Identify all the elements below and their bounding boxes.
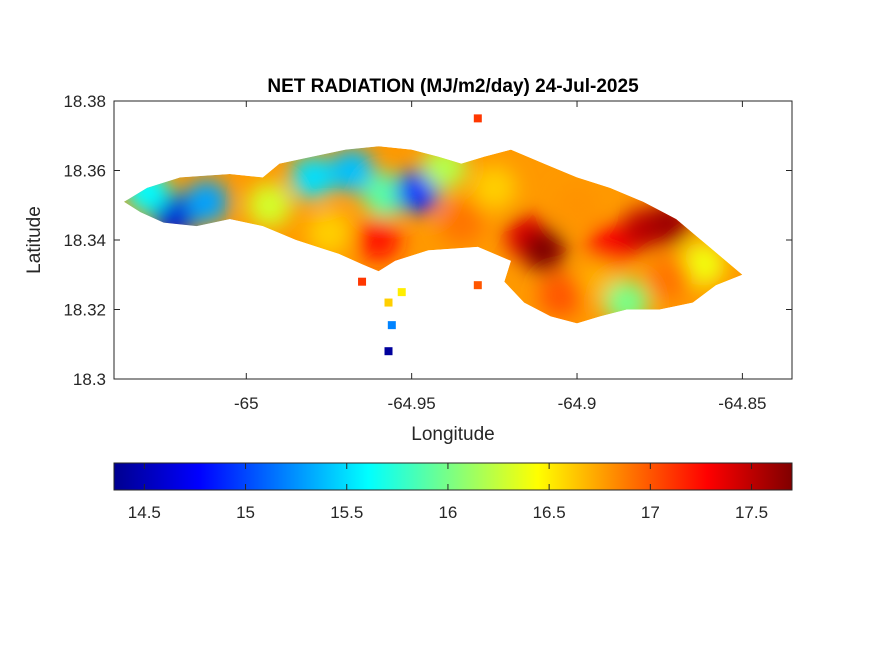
y-tick-label: 18.34: [63, 231, 106, 250]
islet-cell: [473, 281, 482, 290]
y-axis-label: Latitude: [24, 206, 45, 274]
heatmap-cell: [306, 211, 351, 256]
heatmap-cell: [538, 273, 583, 318]
heatmap-cell: [356, 218, 401, 262]
x-tick-label: -64.9: [558, 394, 597, 413]
heatmap-cell: [247, 183, 292, 228]
y-tick-label: 18.36: [63, 162, 106, 181]
colorbar-tick-label: 16: [438, 503, 457, 522]
islet-cell: [473, 114, 482, 123]
islet-cell: [397, 288, 406, 297]
islet-cell: [358, 277, 367, 286]
colorbar-tick-label: 15.5: [330, 503, 363, 522]
y-tick-label: 18.3: [73, 370, 106, 389]
chart-title: NET RADIATION (MJ/m2/day) 24-Jul-2025: [267, 76, 639, 97]
heatmap-cell: [588, 224, 633, 269]
heatmap-cell: [555, 183, 600, 228]
colorbar-tick-label: 15: [236, 503, 255, 522]
colorbar: [113, 462, 793, 491]
heatmap-cell: [330, 148, 375, 193]
heatmap-cell: [680, 242, 725, 287]
heatmap-cell: [439, 200, 484, 245]
heatmap-cell: [647, 256, 692, 301]
heatmap-cell: [472, 165, 517, 210]
y-tick-label: 18.32: [63, 301, 106, 320]
heatmap-cell: [184, 179, 229, 224]
islet-cell: [384, 298, 393, 307]
y-tick-label: 18.38: [63, 92, 106, 111]
x-tick-label: -64.95: [388, 394, 436, 413]
x-tick-label: -64.85: [718, 394, 766, 413]
colorbar-tick-label: 17: [641, 503, 660, 522]
colorbar-tick-label: 16.5: [533, 503, 566, 522]
colorbar-tick-label: 17.5: [735, 503, 768, 522]
x-tick-label: -65: [234, 394, 259, 413]
x-axis-label: Longitude: [411, 424, 494, 445]
heatmap-cell: [521, 228, 566, 273]
heatmap-cell: [290, 155, 335, 200]
heatmap-layer: [123, 146, 743, 324]
islet-cell: [387, 321, 396, 330]
heatmap-cell: [363, 172, 408, 217]
islet-cell: [384, 347, 393, 356]
colorbar-tick-label: 14.5: [128, 503, 161, 522]
